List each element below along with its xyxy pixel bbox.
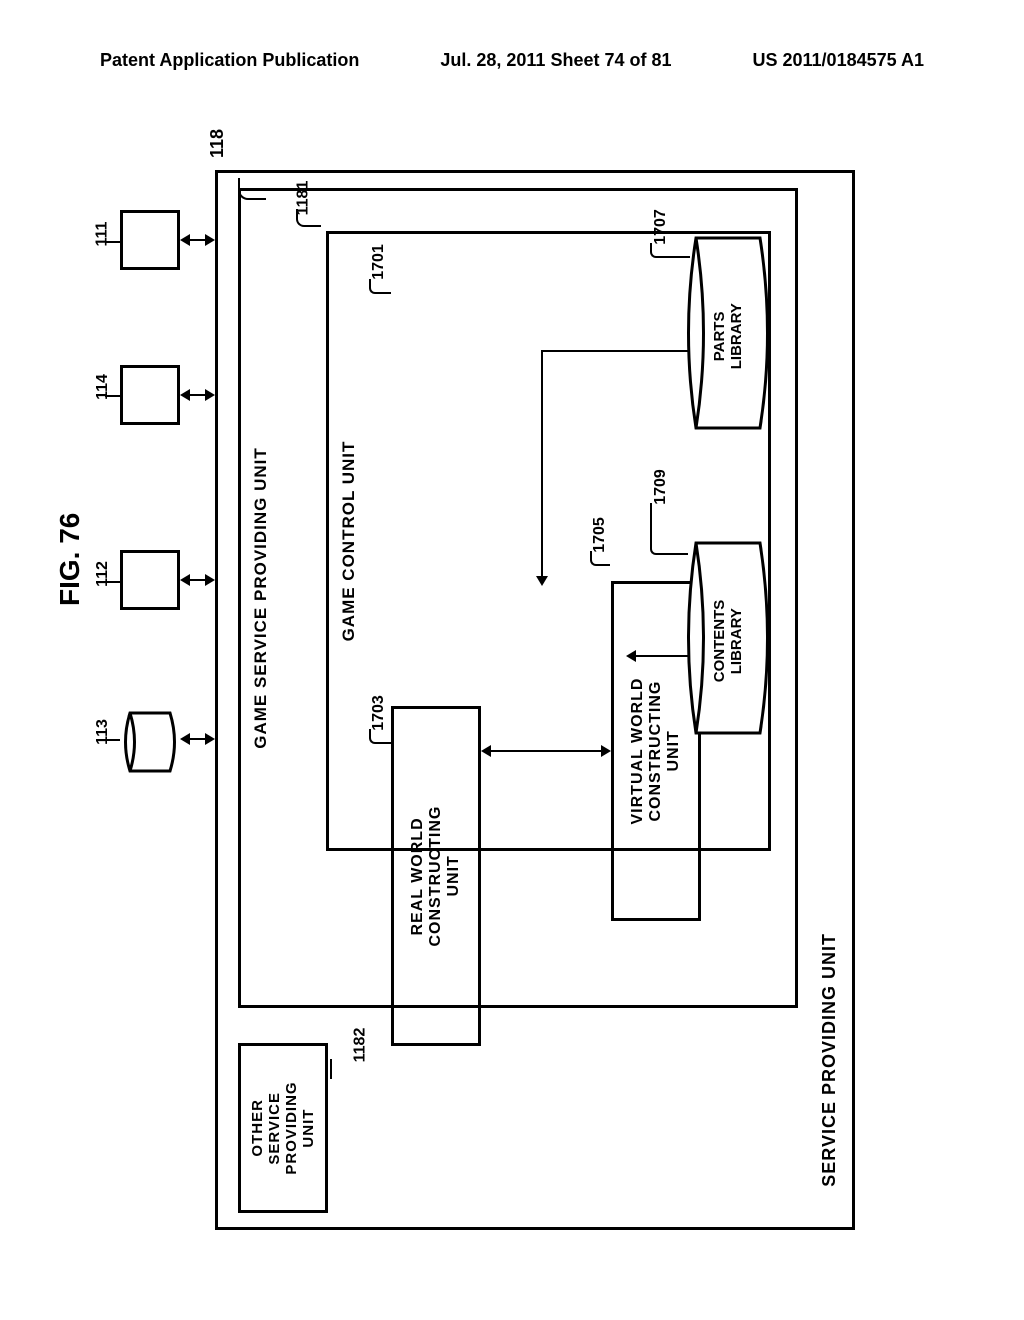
other-service-label: OTHER SERVICEPROVIDING UNIT <box>249 1081 317 1174</box>
arrow-head-icon <box>180 733 190 745</box>
parts-library-db: PARTS LIBRARY <box>678 233 778 438</box>
arrow-rw-vw <box>484 750 609 752</box>
page-header: Patent Application Publication Jul. 28, … <box>0 50 1024 71</box>
ref-line-111 <box>105 241 120 243</box>
ref-line-1705 <box>590 551 610 566</box>
ref-line-1707 <box>650 243 690 258</box>
arrow-head-icon <box>205 574 215 586</box>
virtual-world-label: VIRTUAL WORLDCONSTRUCTING UNIT <box>629 668 683 835</box>
external-box-112 <box>120 550 180 610</box>
parts-library-label: PARTS LIBRARY <box>711 284 745 387</box>
ref-line-112 <box>105 581 120 583</box>
real-world-label: REAL WORLDCONSTRUCTING UNIT <box>409 793 463 960</box>
external-cylinder-113 <box>118 710 182 779</box>
game-control-label: GAME CONTROL UNIT <box>339 441 359 642</box>
arrow-vw-pl-h <box>541 350 699 352</box>
arrow-head-icon <box>481 745 491 757</box>
ref-line-1182 <box>330 1059 332 1079</box>
ref-label-112: 112 <box>94 561 112 587</box>
arrow-head-icon <box>180 389 190 401</box>
header-right: US 2011/0184575 A1 <box>753 50 924 71</box>
arrow-head-icon <box>205 234 215 246</box>
arrow-head-icon <box>180 574 190 586</box>
ref-line-1709 <box>650 503 688 555</box>
ref-line-114 <box>105 395 120 397</box>
contents-library-label: CONTENTSLIBRARY <box>711 599 745 682</box>
ref-line-113 <box>105 739 120 741</box>
arrow-head-icon <box>180 234 190 246</box>
arrow-head-icon <box>626 650 636 662</box>
header-left: Patent Application Publication <box>100 50 359 71</box>
service-providing-unit: SERVICE PROVIDING UNIT 118 GAME SERVICE … <box>215 170 855 1230</box>
game-service-label: GAME SERVICE PROVIDING UNIT <box>251 447 271 749</box>
service-providing-unit-label: SERVICE PROVIDING UNIT <box>819 933 840 1187</box>
header-center: Jul. 28, 2011 Sheet 74 of 81 <box>440 50 671 71</box>
figure-label: FIG. 76 <box>54 513 86 606</box>
ref-label-113: 113 <box>94 719 112 745</box>
ref-1182: 1182 <box>351 1028 369 1063</box>
arrow-vw-pl-v <box>541 350 543 579</box>
ref-1701: 1701 <box>370 244 388 280</box>
external-box-111 <box>120 210 180 270</box>
ref-1703: 1703 <box>370 695 388 731</box>
other-service-providing-unit: OTHER SERVICEPROVIDING UNIT <box>238 1043 328 1213</box>
contents-library-db: CONTENTSLIBRARY <box>678 538 778 743</box>
ref-1707: 1707 <box>652 209 670 245</box>
arrow-head-icon <box>205 733 215 745</box>
arrow-head-icon <box>536 576 548 586</box>
arrow-head-icon <box>205 389 215 401</box>
ref-line-1703 <box>369 729 391 744</box>
external-box-114 <box>120 365 180 425</box>
ref-line-1181 <box>296 209 321 227</box>
ref-1705: 1705 <box>591 517 609 553</box>
ref-1709: 1709 <box>652 469 670 505</box>
arrow-head-icon <box>601 745 611 757</box>
ref-118: 118 <box>207 129 228 158</box>
ref-line-1701 <box>369 279 391 294</box>
real-world-constructing-unit: REAL WORLDCONSTRUCTING UNIT <box>391 706 481 1046</box>
diagram: FIG. 76 111 114 112 113 SERVICE PROVIDIN… <box>160 170 860 1230</box>
